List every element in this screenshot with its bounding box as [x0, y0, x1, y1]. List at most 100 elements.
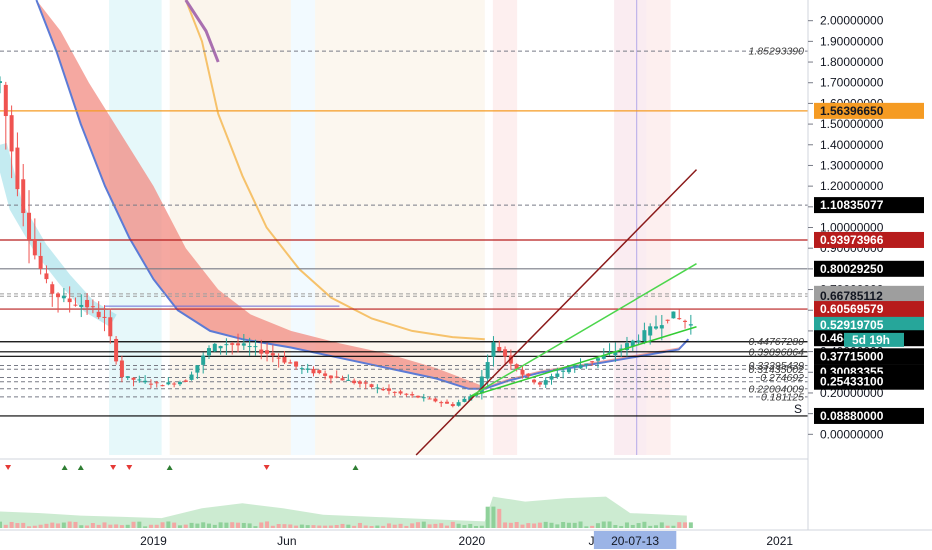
candle [572, 363, 577, 373]
candle-body [479, 376, 484, 394]
volume-bar [276, 524, 281, 528]
candle [206, 345, 211, 360]
session-band [290, 0, 316, 455]
candle [381, 387, 386, 392]
volume-bar [323, 525, 328, 528]
price-tag [814, 316, 924, 333]
volume-bar [450, 521, 455, 528]
candle-body [247, 346, 252, 348]
candle-body [323, 373, 328, 376]
candle [253, 339, 258, 356]
volume-bar [381, 525, 386, 528]
candle-body [421, 397, 426, 399]
candle [404, 393, 409, 397]
candle-body [433, 398, 438, 402]
candle-body [381, 388, 386, 391]
level-label: 0.181125 [761, 391, 804, 403]
volume-bar [195, 523, 200, 528]
candle [352, 378, 357, 385]
candle [479, 369, 484, 400]
candle [386, 384, 391, 395]
candle [636, 334, 641, 346]
candle [578, 358, 583, 369]
price-tag-label: 0.60569579 [820, 302, 884, 316]
candle-body [0, 81, 2, 83]
candle-body [32, 239, 37, 256]
time-tick-label: 2021 [766, 534, 793, 548]
candle [334, 370, 339, 379]
volume-bar [288, 524, 293, 528]
candle [15, 132, 20, 197]
volume-bar [96, 524, 101, 528]
candle-body [578, 364, 583, 369]
candle [85, 293, 90, 315]
candle [224, 338, 229, 356]
volume-bar [607, 521, 612, 528]
candle [154, 380, 159, 388]
signal-marker [263, 465, 270, 470]
volume-bar [497, 508, 502, 528]
candle-body [392, 391, 397, 393]
candle-body [172, 383, 177, 385]
volume-bar [549, 522, 554, 528]
candle [375, 384, 380, 394]
volume-bar [50, 522, 55, 528]
price-tag [814, 288, 924, 305]
volume-bar [44, 523, 49, 528]
volume-bar [299, 524, 304, 528]
price-axis[interactable]: 750M500M250M02.000000001.900000001.80000… [794, 0, 932, 550]
volume-bar [73, 521, 78, 528]
price-tick-label: 1.80000000 [820, 55, 884, 69]
candle [665, 319, 670, 324]
volume-bar [445, 525, 450, 528]
candle-body [555, 373, 560, 377]
price-tag-label: 1.56396650 [820, 104, 884, 118]
candle-body [265, 350, 270, 354]
volume-bar [32, 525, 37, 528]
price-tag-label: 0.37715000 [820, 349, 884, 363]
candle [50, 281, 55, 307]
volume-bar [578, 521, 583, 528]
trend-line [415, 169, 698, 456]
volume-bar [206, 523, 211, 528]
volume-bar [125, 524, 130, 528]
volume-bar [259, 522, 264, 528]
candle [561, 367, 566, 379]
volume-bar [114, 524, 119, 528]
volume-band [0, 496, 687, 528]
candle [294, 361, 299, 370]
candle-body [468, 396, 473, 401]
signal-marker [110, 465, 117, 470]
candle-body [148, 383, 153, 385]
candle-body [73, 304, 78, 306]
level-label: 0.33295439 [749, 360, 805, 372]
volume-bar [636, 523, 641, 528]
candle-body [619, 348, 624, 350]
signal-marker [166, 465, 173, 470]
volume-bar [15, 523, 20, 528]
candle [427, 396, 432, 400]
candle-body [224, 344, 229, 346]
candle-body [154, 382, 159, 384]
candle-body [137, 379, 142, 381]
candle [131, 377, 136, 387]
candle-body [659, 325, 664, 329]
candle-body [648, 326, 653, 336]
candle-body [119, 360, 124, 378]
candle [265, 342, 270, 362]
price-tag-label: 0.66785112 [820, 289, 883, 303]
candle-body [294, 361, 299, 367]
volume-bar [677, 522, 682, 528]
time-axis[interactable]: 2019 Jun 2020 J 2021 20-07-13 [0, 529, 932, 549]
volume-bar [340, 523, 345, 528]
candle [398, 389, 403, 396]
candles [0, 76, 693, 408]
volume-bar [172, 522, 177, 528]
candle-body [654, 326, 659, 329]
volume-bar [282, 524, 287, 528]
volume-bar [137, 521, 142, 528]
volume-bar [520, 524, 525, 528]
session-band [169, 0, 291, 455]
volume-bar [317, 525, 322, 528]
